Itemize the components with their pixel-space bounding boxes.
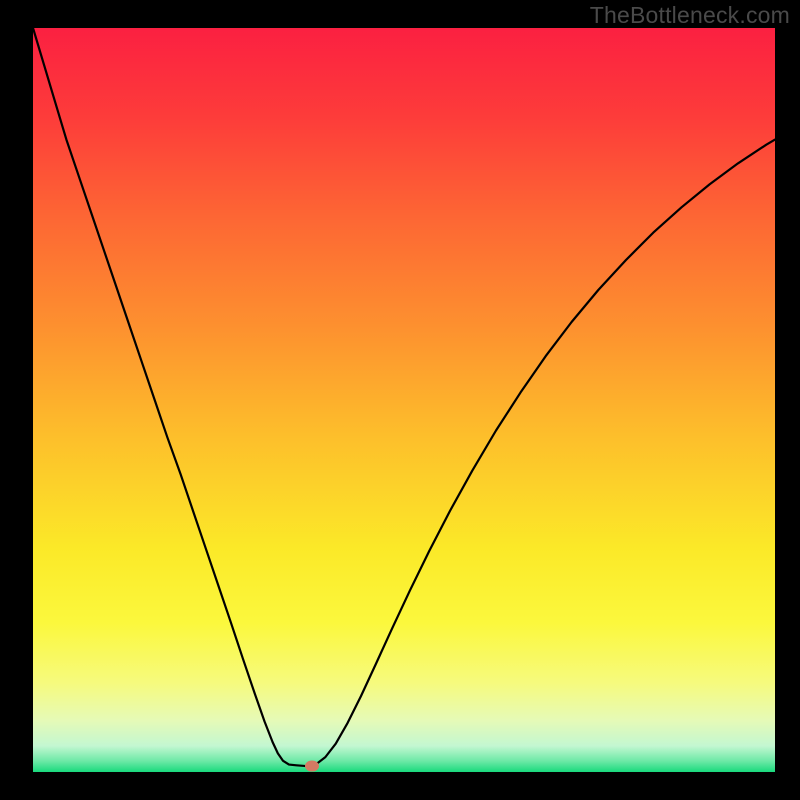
chart-svg — [0, 0, 800, 800]
chart-frame: TheBottleneck.com — [0, 0, 800, 800]
plot-area — [0, 0, 800, 800]
watermark-text: TheBottleneck.com — [590, 2, 790, 29]
gradient-background — [33, 28, 775, 772]
optimal-point-marker — [305, 761, 319, 772]
